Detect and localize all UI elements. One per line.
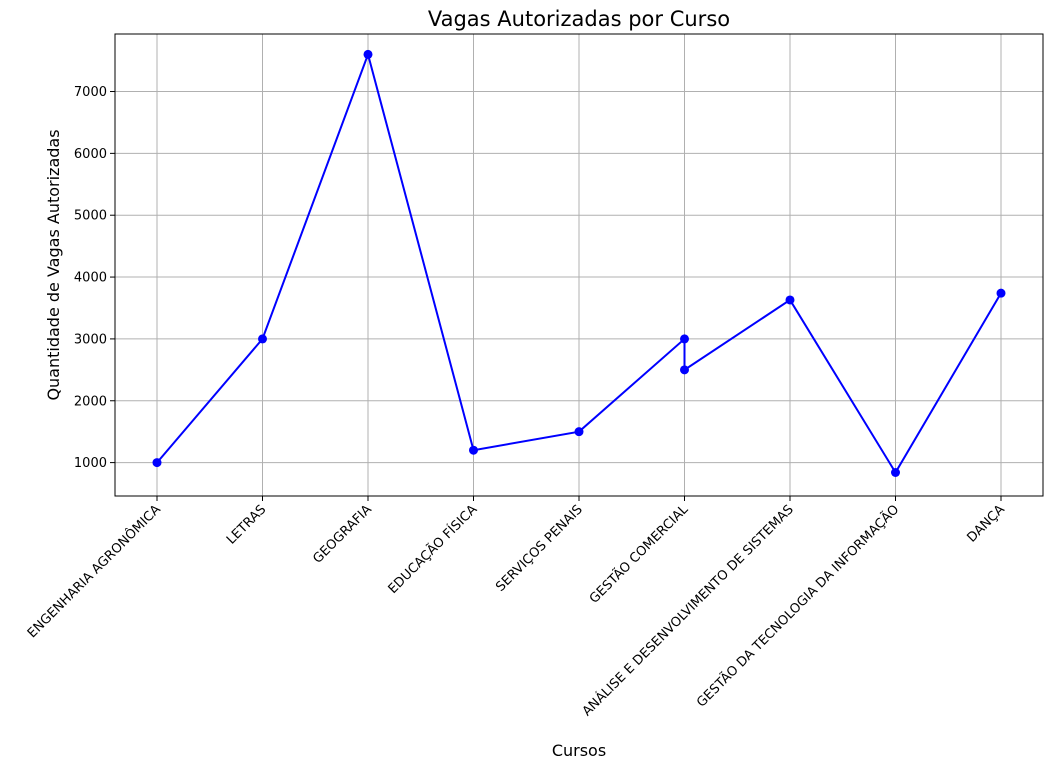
y-axis: 1000 2000 3000 4000 5000 6000 7000 <box>74 85 115 471</box>
x-tick-label: GEOGRAFIA <box>310 502 375 567</box>
y-tick-label: 6000 <box>74 147 107 162</box>
data-point <box>469 445 478 455</box>
x-axis-label: Cursos <box>552 741 606 760</box>
data-point <box>363 49 373 59</box>
data-point <box>258 334 267 344</box>
y-tick-label: 1000 <box>74 456 107 471</box>
x-axis: ENGENHARIA AGRONÔMICA LETRAS GEOGRAFIA EDUC… <box>24 496 1008 719</box>
x-tick-label: ENGENHARIA AGRONÔMICA <box>24 501 164 641</box>
data-point <box>785 295 795 305</box>
x-tick-label: ANÁLISE E DESENVOLVIMENTO DE SISTEMAS <box>579 502 797 720</box>
data-point <box>574 427 584 437</box>
x-tick-label: DANÇA <box>964 502 1007 545</box>
data-point <box>680 365 689 375</box>
data-point <box>891 467 900 477</box>
chart-title: Vagas Autorizadas por Curso <box>428 7 730 31</box>
x-tick-label: LETRAS <box>224 502 269 547</box>
data-point <box>680 334 689 344</box>
data-point <box>996 288 1006 298</box>
series-line <box>156 51 1002 475</box>
data-series <box>152 49 1006 477</box>
x-tick-label: GESTÃO COMERCIAL <box>586 501 692 607</box>
y-tick-label: 7000 <box>74 85 107 100</box>
grid <box>115 34 1043 496</box>
x-tick-label: GESTÃO DA TECNOLOGIA DA INFORMAÇÃO <box>693 502 902 711</box>
x-tick-label: SERVIÇOS PENAIS <box>493 502 586 595</box>
x-tick-label: EDUCAÇÃO FÍSICA <box>385 501 481 597</box>
data-point <box>152 458 162 468</box>
y-tick-label: 4000 <box>74 271 107 286</box>
y-tick-label: 3000 <box>74 332 107 347</box>
y-tick-label: 2000 <box>74 394 107 409</box>
y-axis-label: Quantidade de Vagas Autorizadas <box>44 129 63 400</box>
y-tick-label: 5000 <box>74 209 107 224</box>
